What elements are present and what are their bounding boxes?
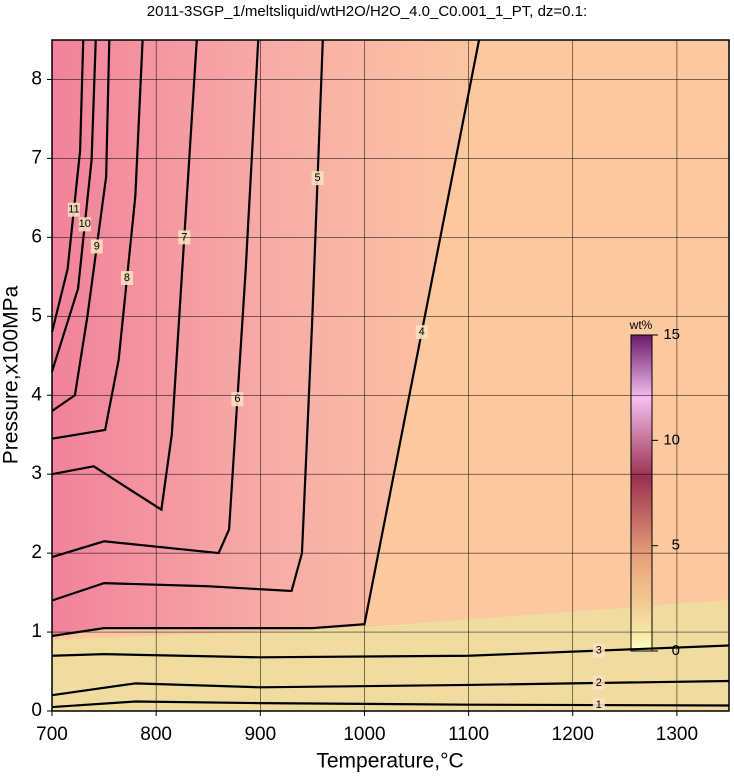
colorbar — [630, 334, 653, 652]
contour-label: 2 — [596, 677, 602, 689]
colorbar-label: wt% — [629, 318, 653, 332]
contour-label: 6 — [234, 393, 240, 405]
x-tick-label: 1200 — [552, 724, 594, 745]
y-tick-label: 2 — [31, 542, 42, 563]
y-axis-label: Pressure,x100MPa — [0, 285, 23, 464]
contour-line — [51, 39, 260, 559]
contour-label: 11 — [68, 204, 79, 216]
y-tick-label: 4 — [31, 384, 42, 405]
contour-label-bg — [311, 171, 324, 186]
contour-label: 4 — [419, 326, 425, 338]
colorbar-tick-label: 5 — [672, 537, 680, 554]
contour-label-bg — [90, 239, 103, 254]
y-tick-label: 1 — [31, 621, 42, 642]
colorbar-tick-label: 0 — [672, 642, 680, 659]
y-tick-label: 5 — [31, 305, 42, 326]
contour-line — [51, 39, 144, 440]
colorbar-tick-label: 10 — [663, 431, 680, 448]
contour-label: 5 — [315, 172, 321, 184]
contour-label: 1 — [596, 699, 602, 711]
x-tick-label: 900 — [244, 724, 276, 745]
x-tick-label: 1300 — [656, 724, 698, 745]
contour-label-bg — [67, 202, 80, 217]
x-tick-label: 1100 — [448, 724, 489, 745]
contour-label-bg — [415, 325, 428, 340]
y-tick-label: 8 — [31, 68, 42, 89]
contour-label: 3 — [596, 645, 602, 657]
y-tick-label: 3 — [31, 463, 42, 484]
x-axis-label: Temperature,°C — [316, 750, 463, 773]
contour-label: 8 — [124, 272, 130, 284]
y-tick-label: 6 — [31, 226, 42, 247]
colorbar-tick-label: 15 — [663, 326, 680, 343]
contour-label-bg — [592, 675, 605, 690]
x-tick-label: 700 — [36, 724, 68, 745]
x-tick-label: 1000 — [343, 724, 385, 745]
contour-label: 10 — [79, 218, 91, 230]
chart-title: 2011-3SGP_1/meltsliquid/wtH2O/H2O_4.0_C0… — [147, 3, 587, 20]
plot-frame — [51, 39, 730, 712]
y-tick-label: 7 — [31, 147, 42, 168]
contour-label-bg — [78, 217, 91, 232]
contour-label-bg — [231, 392, 244, 407]
contour-label: 9 — [94, 240, 100, 252]
contour-line — [51, 39, 198, 512]
contour-label-bg — [592, 643, 605, 658]
y-tick-label: 0 — [31, 700, 42, 721]
contour-label-bg — [592, 698, 605, 713]
x-tick-label: 800 — [140, 724, 172, 745]
high-region — [52, 40, 480, 637]
contour-label-bg — [120, 271, 133, 286]
